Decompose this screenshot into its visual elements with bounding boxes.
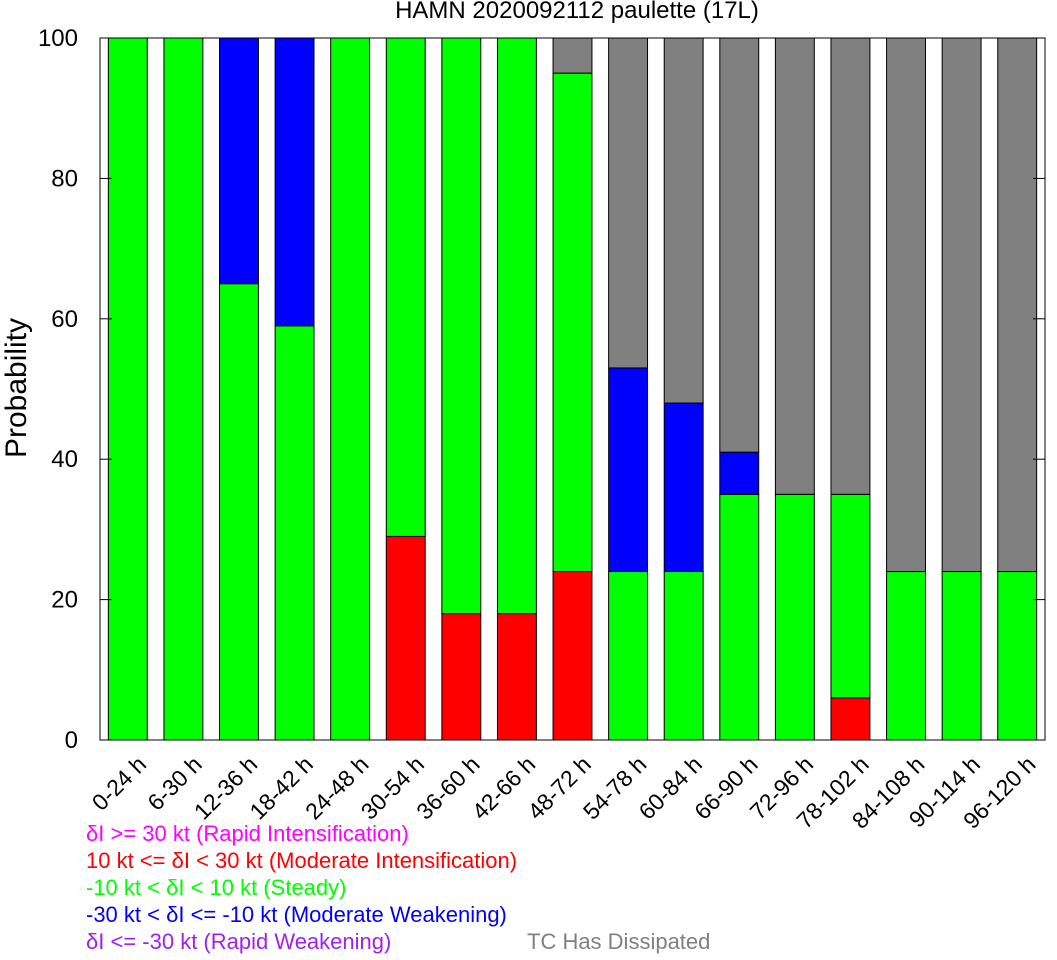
bar-segment (663, 37, 704, 404)
x-tick-label: 0-24 h (87, 751, 152, 816)
bar-segment (441, 37, 482, 615)
bar-segment (663, 402, 704, 573)
bar-segment (608, 571, 649, 741)
y-tick-label: 0 (65, 727, 78, 754)
legend-entry-steady: -10 kt < δI < 10 kt (Steady) (86, 875, 347, 900)
bar-segment (552, 72, 593, 573)
plot-frame (99, 37, 1046, 741)
bar-segment (552, 37, 593, 74)
y-tick-label: 20 (51, 587, 78, 614)
bar-segment (496, 37, 537, 615)
bar-segment (719, 451, 760, 495)
bar-segment (941, 571, 982, 741)
bar-segment (608, 37, 649, 369)
bar-segment (552, 571, 593, 741)
legend-entry-tc-dissipated: TC Has Dissipated (527, 929, 711, 954)
chart-title: HAMN 2020092112 paulette (17L) (395, 0, 759, 24)
y-axis-label: Probability (0, 318, 33, 458)
bar-segment (886, 571, 926, 741)
bar-segment (774, 37, 815, 495)
bar-segment (719, 37, 760, 453)
y-tick-label: 60 (51, 306, 78, 333)
legend-entry-moderate-intensification: 10 kt <= δI < 30 kt (Moderate Intensific… (86, 848, 518, 873)
y-tick-label: 40 (51, 446, 78, 473)
bar-segment (219, 37, 259, 285)
bar-segment (886, 37, 926, 573)
bar-segment (330, 37, 371, 741)
bar-segment (997, 571, 1038, 741)
legend-entry-rapid-intensification: δI >= 30 kt (Rapid Intensification) (86, 821, 409, 846)
bar-segment (219, 283, 259, 741)
bar-segment (496, 613, 537, 741)
bar-segment (830, 37, 871, 495)
legend-entry-rapid-weakening: δI <= -30 kt (Rapid Weakening) (86, 929, 392, 954)
bar-segment (663, 571, 704, 741)
bars-group (107, 37, 1038, 741)
bar-segment (608, 367, 649, 573)
bar-segment (774, 493, 815, 741)
bar-segment (997, 37, 1038, 573)
bar-segment (163, 37, 204, 741)
bar-segment (719, 493, 760, 741)
bar-segment (830, 493, 871, 699)
bar-segment (441, 613, 482, 741)
y-tick-label: 100 (38, 25, 78, 52)
bar-segment (830, 697, 871, 741)
bar-segment (274, 325, 315, 741)
bar-segment (941, 37, 982, 573)
y-tick-label: 80 (51, 165, 78, 192)
bar-segment (385, 37, 426, 537)
bar-segment (107, 37, 148, 741)
legend-entry-moderate-weakening: -30 kt < δI <= -10 kt (Moderate Weakenin… (86, 902, 507, 927)
bar-segment (385, 535, 426, 741)
bar-segment (274, 37, 315, 327)
